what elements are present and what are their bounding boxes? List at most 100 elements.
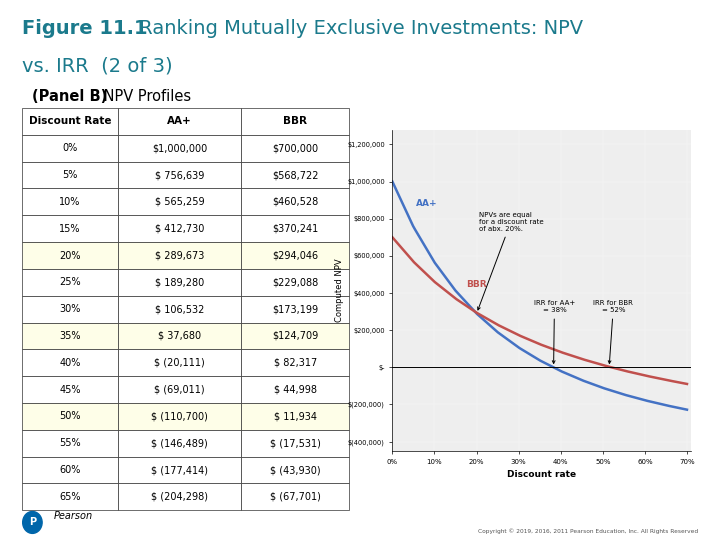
Bar xyxy=(241,161,349,188)
Text: $460,528: $460,528 xyxy=(272,197,318,207)
Bar xyxy=(118,322,241,349)
Text: $1,000,000: $1,000,000 xyxy=(152,143,207,153)
Text: 20%: 20% xyxy=(59,251,81,260)
Text: 50%: 50% xyxy=(59,411,81,421)
Text: $ (17,531): $ (17,531) xyxy=(270,438,320,448)
Text: $ (43,930): $ (43,930) xyxy=(270,465,320,475)
Bar xyxy=(241,269,349,296)
Text: Copyright © 2019, 2016, 2011 Pearson Education, Inc. All Rights Reserved: Copyright © 2019, 2016, 2011 Pearson Edu… xyxy=(478,528,698,534)
Bar xyxy=(118,483,241,510)
Bar xyxy=(22,376,118,403)
Bar xyxy=(241,483,349,510)
Bar xyxy=(22,108,118,135)
Text: $294,046: $294,046 xyxy=(272,251,318,260)
Text: 60%: 60% xyxy=(59,465,81,475)
Bar xyxy=(241,135,349,161)
Text: $ 106,532: $ 106,532 xyxy=(155,304,204,314)
Bar xyxy=(22,483,118,510)
Text: $ (67,701): $ (67,701) xyxy=(270,492,320,502)
Bar xyxy=(118,296,241,322)
Text: 25%: 25% xyxy=(59,278,81,287)
Bar xyxy=(22,430,118,457)
Y-axis label: Computed NPV: Computed NPV xyxy=(336,259,344,322)
Text: Discount Rate: Discount Rate xyxy=(29,117,111,126)
Text: $ 189,280: $ 189,280 xyxy=(155,278,204,287)
Text: BBR: BBR xyxy=(283,117,307,126)
Text: $ 37,680: $ 37,680 xyxy=(158,331,201,341)
Text: NPV Profiles: NPV Profiles xyxy=(99,89,191,104)
Bar xyxy=(118,269,241,296)
Bar xyxy=(241,296,349,322)
Text: $370,241: $370,241 xyxy=(272,224,318,234)
Bar xyxy=(241,215,349,242)
Text: Pearson: Pearson xyxy=(54,511,93,521)
Text: $700,000: $700,000 xyxy=(272,143,318,153)
Text: $ (177,414): $ (177,414) xyxy=(151,465,208,475)
Text: NPVs are equal
for a discount rate
of abx. 20%.: NPVs are equal for a discount rate of ab… xyxy=(477,212,544,310)
Text: IRR for AA+
= 38%: IRR for AA+ = 38% xyxy=(534,300,575,363)
Text: AA+: AA+ xyxy=(415,199,437,208)
Bar xyxy=(118,242,241,269)
Text: P: P xyxy=(29,517,36,528)
Text: $ 11,934: $ 11,934 xyxy=(274,411,317,421)
Bar xyxy=(118,403,241,430)
Bar xyxy=(22,403,118,430)
Text: 40%: 40% xyxy=(59,358,81,368)
Text: $ (204,298): $ (204,298) xyxy=(151,492,208,502)
Bar xyxy=(22,349,118,376)
Bar xyxy=(118,349,241,376)
Bar xyxy=(118,430,241,457)
Text: 10%: 10% xyxy=(59,197,81,207)
Text: $ 44,998: $ 44,998 xyxy=(274,384,317,395)
Bar xyxy=(241,242,349,269)
Bar xyxy=(22,457,118,483)
Text: $ (110,700): $ (110,700) xyxy=(151,411,208,421)
Bar xyxy=(118,135,241,161)
Text: 65%: 65% xyxy=(59,492,81,502)
Bar xyxy=(118,188,241,215)
Text: Figure 11.1: Figure 11.1 xyxy=(22,19,147,38)
Text: $ 82,317: $ 82,317 xyxy=(274,358,317,368)
Text: 30%: 30% xyxy=(59,304,81,314)
Text: AA+: AA+ xyxy=(167,117,192,126)
Bar xyxy=(241,376,349,403)
Text: $124,709: $124,709 xyxy=(272,331,318,341)
Bar xyxy=(241,322,349,349)
Text: $ 565,259: $ 565,259 xyxy=(155,197,204,207)
Bar xyxy=(22,269,118,296)
Text: $ (69,011): $ (69,011) xyxy=(154,384,205,395)
Text: 35%: 35% xyxy=(59,331,81,341)
Bar xyxy=(118,215,241,242)
Bar xyxy=(22,215,118,242)
Text: IRR for BBR
= 52%: IRR for BBR = 52% xyxy=(593,300,634,363)
X-axis label: Discount rate: Discount rate xyxy=(507,470,577,479)
Text: $ 289,673: $ 289,673 xyxy=(155,251,204,260)
Bar xyxy=(241,108,349,135)
Bar xyxy=(241,403,349,430)
Text: 0%: 0% xyxy=(63,143,78,153)
Text: 15%: 15% xyxy=(59,224,81,234)
Bar xyxy=(241,188,349,215)
Bar xyxy=(22,322,118,349)
Text: BBR: BBR xyxy=(466,280,487,289)
Text: $229,088: $229,088 xyxy=(272,278,318,287)
Bar xyxy=(22,296,118,322)
Text: (Panel B): (Panel B) xyxy=(32,89,108,104)
Text: 55%: 55% xyxy=(59,438,81,448)
Bar xyxy=(22,188,118,215)
Text: Ranking Mutually Exclusive Investments: NPV: Ranking Mutually Exclusive Investments: … xyxy=(133,19,583,38)
Bar xyxy=(241,430,349,457)
Text: $568,722: $568,722 xyxy=(272,170,318,180)
Bar xyxy=(118,108,241,135)
Bar xyxy=(241,349,349,376)
Text: $173,199: $173,199 xyxy=(272,304,318,314)
Text: $ 756,639: $ 756,639 xyxy=(155,170,204,180)
Bar xyxy=(118,376,241,403)
Text: $ (146,489): $ (146,489) xyxy=(151,438,208,448)
Bar xyxy=(241,457,349,483)
Text: 5%: 5% xyxy=(62,170,78,180)
Text: 45%: 45% xyxy=(59,384,81,395)
Text: $ 412,730: $ 412,730 xyxy=(155,224,204,234)
Bar xyxy=(118,161,241,188)
Bar xyxy=(22,135,118,161)
